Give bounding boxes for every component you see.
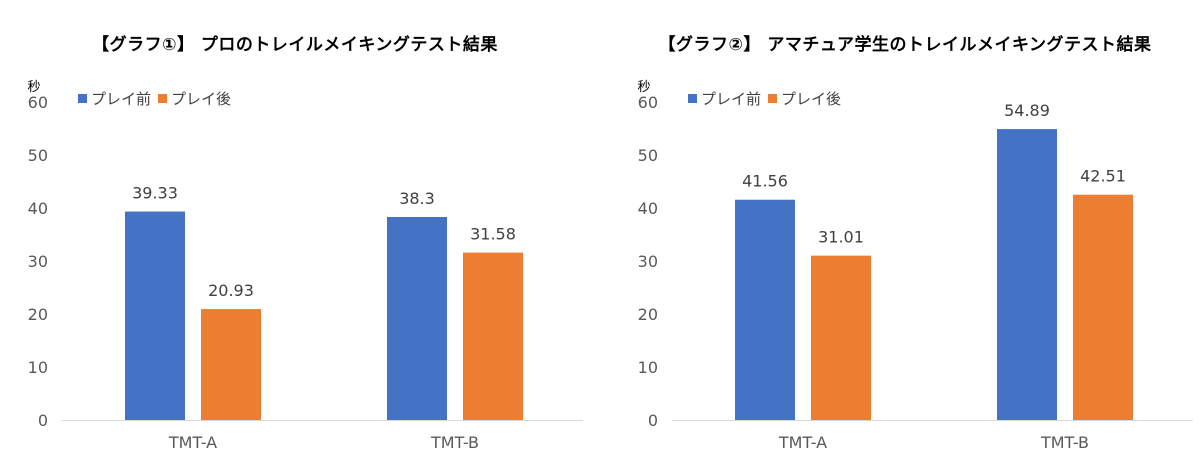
chart-title: 【グラフ①】 プロのトレイルメイキングテスト結果 [92, 35, 498, 55]
legend-swatch [158, 94, 167, 103]
bar [1073, 194, 1133, 420]
y-tick-label: 50 [638, 146, 658, 165]
y-tick-label: 0 [38, 411, 48, 430]
legend-label: プレイ前 [701, 90, 761, 108]
y-tick-label: 60 [28, 93, 48, 112]
data-label: 39.33 [132, 184, 178, 203]
y-tick-label: 10 [28, 358, 48, 377]
x-tick-label: TMT-B [1040, 433, 1089, 452]
bar [463, 252, 523, 420]
legend-swatch [768, 94, 777, 103]
y-tick-label: 0 [648, 411, 658, 430]
chart-1-plot: 秒 0 10 20 30 40 50 60 39.33 38.3 20.93 31.58 TMT-A TM… [27, 80, 583, 452]
x-tick-label: TMT-A [778, 433, 827, 452]
bar [387, 217, 447, 420]
x-tick-label: TMT-B [430, 433, 479, 452]
data-label: 20.93 [208, 281, 254, 300]
y-axis-unit: 秒 [27, 80, 40, 95]
y-tick-label: 40 [638, 199, 658, 218]
bar [201, 309, 261, 420]
chart-1: 【グラフ①】 プロのトレイルメイキングテスト結果 秒 0 10 20 30 40 50 60 3… [0, 0, 590, 454]
data-label: 38.3 [399, 189, 435, 208]
legend-swatch [78, 94, 87, 103]
bar [735, 199, 795, 420]
y-tick-label: 60 [638, 93, 658, 112]
y-tick-label: 20 [638, 305, 658, 324]
chart-2-plot: 秒 0 10 20 30 40 50 60 41.56 54.89 31.01 42.51 TMT-A T… [637, 80, 1193, 452]
bar [125, 211, 185, 420]
data-label: 42.51 [1080, 167, 1126, 186]
y-tick-label: 50 [28, 146, 48, 165]
legend-label: プレイ後 [171, 90, 231, 108]
legend-label: プレイ前 [91, 90, 151, 108]
data-label: 41.56 [742, 172, 788, 191]
y-tick-label: 30 [638, 252, 658, 271]
y-tick-label: 30 [28, 252, 48, 271]
data-label: 54.89 [1004, 101, 1050, 120]
y-tick-label: 40 [28, 199, 48, 218]
data-label: 31.01 [818, 228, 864, 247]
x-tick-label: TMT-A [168, 433, 217, 452]
data-label: 31.58 [470, 225, 516, 244]
bar [997, 129, 1057, 420]
y-tick-label: 20 [28, 305, 48, 324]
chart-2: 【グラフ②】 アマチュア学生のトレイルメイキングテスト結果 秒 0 10 20 30 40… [610, 0, 1200, 454]
legend-swatch [688, 94, 697, 103]
legend-label: プレイ後 [781, 90, 841, 108]
bar [811, 255, 871, 420]
y-axis-unit: 秒 [637, 80, 650, 95]
chart-title: 【グラフ②】 アマチュア学生のトレイルメイキングテスト結果 [658, 35, 1152, 55]
y-tick-label: 10 [638, 358, 658, 377]
